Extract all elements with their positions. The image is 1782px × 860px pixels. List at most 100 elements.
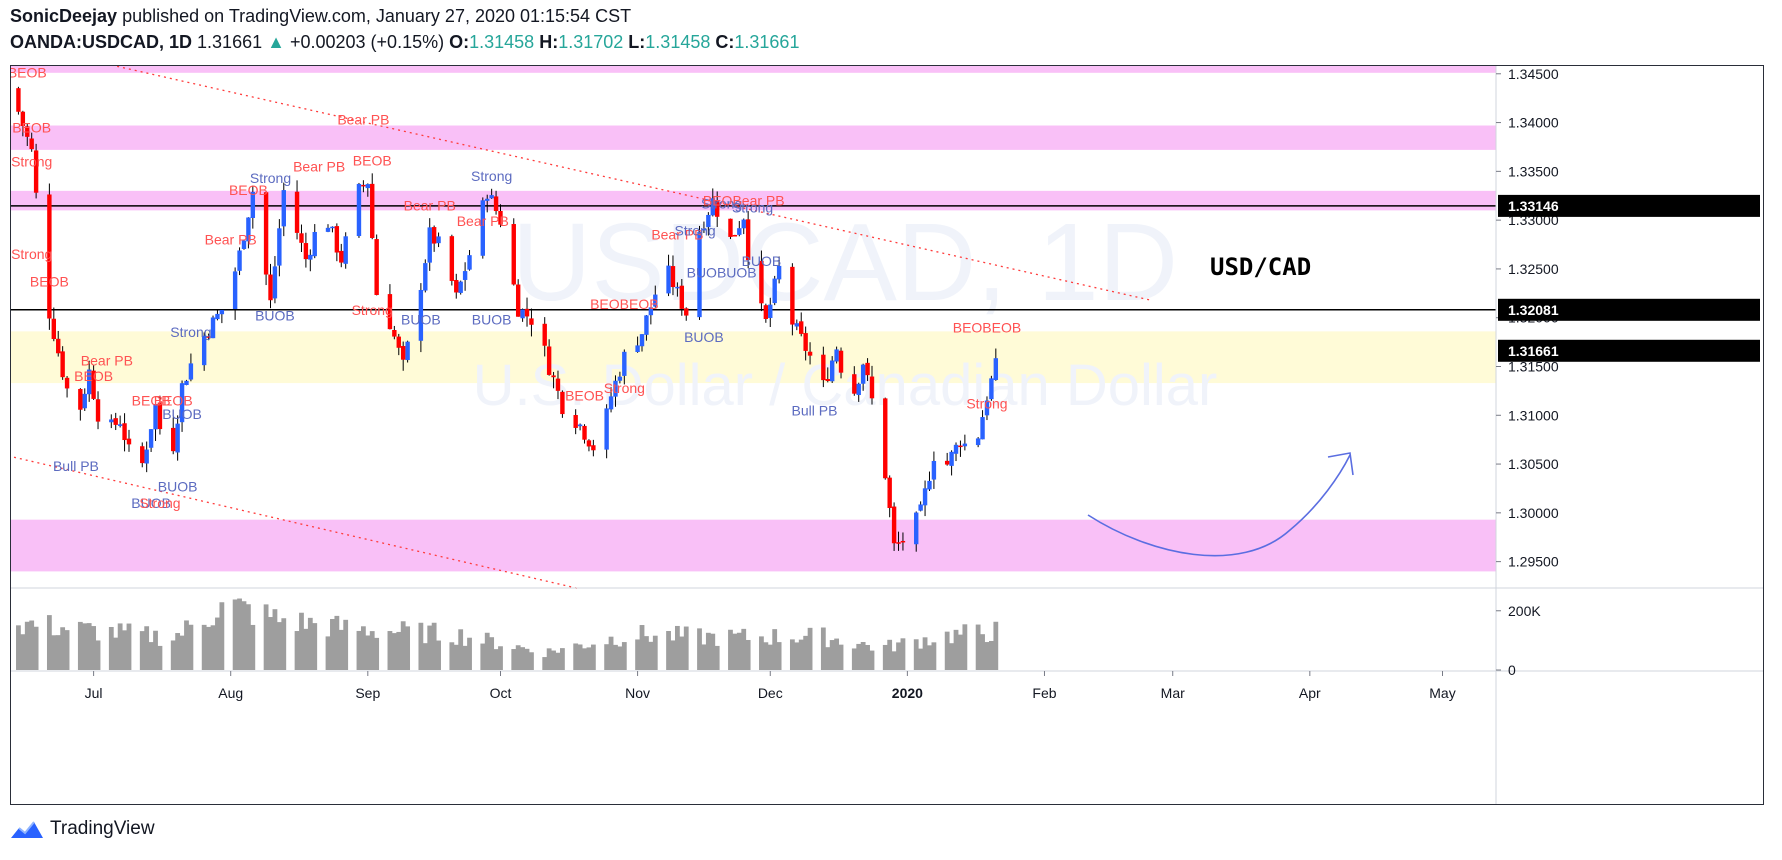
candle-up[interactable]	[984, 400, 990, 416]
candle-down[interactable]	[140, 446, 145, 464]
candle-down[interactable]	[821, 354, 826, 381]
candle-up[interactable]	[834, 349, 839, 362]
candle-down[interactable]	[573, 415, 578, 428]
candle-down[interactable]	[684, 308, 689, 316]
candle-up[interactable]	[153, 404, 158, 430]
candle-up[interactable]	[648, 307, 654, 316]
candle-down[interactable]	[78, 389, 83, 410]
candle-up[interactable]	[653, 294, 658, 307]
candle-up[interactable]	[577, 424, 583, 427]
candle-down[interactable]	[361, 184, 366, 187]
candle-down[interactable]	[515, 284, 521, 317]
candle-down[interactable]	[745, 219, 751, 261]
candle-up[interactable]	[308, 254, 313, 260]
candle-down[interactable]	[339, 250, 344, 263]
candle-up[interactable]	[931, 460, 937, 480]
candle-down[interactable]	[958, 445, 963, 448]
candle-up[interactable]	[666, 265, 671, 294]
candle-down[interactable]	[387, 294, 393, 330]
candle-down[interactable]	[206, 336, 211, 338]
candle-up[interactable]	[697, 231, 702, 318]
candle-up[interactable]	[232, 271, 238, 310]
candle-up[interactable]	[436, 236, 441, 244]
candle-down[interactable]	[555, 378, 561, 391]
candle-down[interactable]	[732, 234, 738, 237]
candle-up[interactable]	[272, 266, 278, 299]
candle-up[interactable]	[418, 289, 424, 341]
candle-up[interactable]	[604, 408, 609, 450]
candle-up[interactable]	[706, 214, 711, 228]
candle-down[interactable]	[303, 243, 309, 260]
candle-up[interactable]	[144, 449, 149, 464]
candle-up[interactable]	[922, 488, 928, 506]
candle-up[interactable]	[343, 236, 348, 264]
candle-down[interactable]	[47, 194, 52, 319]
candle-up[interactable]	[467, 255, 472, 270]
candle-down[interactable]	[400, 346, 406, 360]
candle-up[interactable]	[427, 227, 432, 263]
candle-down[interactable]	[714, 200, 720, 217]
candle-up[interactable]	[953, 444, 959, 454]
candle-down[interactable]	[759, 260, 764, 304]
candle-down[interactable]	[790, 266, 795, 325]
candle-down[interactable]	[582, 425, 587, 440]
author-name[interactable]: SonicDeejay	[10, 6, 118, 26]
candle-down[interactable]	[396, 336, 401, 348]
candle-down[interactable]	[799, 321, 804, 334]
candle-down[interactable]	[29, 138, 34, 150]
candle-up[interactable]	[480, 200, 485, 256]
candle-up[interactable]	[188, 363, 194, 380]
candle-up[interactable]	[117, 424, 123, 426]
candle-up[interactable]	[281, 190, 286, 227]
candle-down[interactable]	[454, 279, 459, 293]
candle-up[interactable]	[237, 250, 242, 271]
price-marker-box[interactable]	[1498, 339, 1760, 362]
candle-down[interactable]	[944, 460, 950, 465]
candle-up[interactable]	[776, 265, 782, 280]
candle-down[interactable]	[334, 226, 340, 253]
candle-down[interactable]	[51, 318, 57, 340]
candle-down[interactable]	[60, 351, 65, 378]
candle-down[interactable]	[122, 423, 127, 441]
candle-up[interactable]	[356, 183, 362, 237]
candle-up[interactable]	[918, 504, 923, 511]
candle-up[interactable]	[423, 263, 428, 291]
candle-up[interactable]	[179, 383, 185, 423]
candle-up[interactable]	[639, 334, 645, 347]
candle-down[interactable]	[825, 378, 830, 382]
candle-up[interactable]	[914, 512, 919, 545]
candle-up[interactable]	[613, 380, 618, 397]
candle-down[interactable]	[511, 224, 516, 285]
candle-down[interactable]	[113, 418, 118, 425]
candle-up[interactable]	[962, 443, 968, 447]
candle-up[interactable]	[458, 281, 463, 293]
candle-down[interactable]	[126, 438, 132, 445]
candle-up[interactable]	[737, 228, 742, 235]
candle-up[interactable]	[701, 228, 707, 231]
candle-down[interactable]	[560, 391, 565, 415]
candle-down[interactable]	[869, 376, 875, 399]
candle-down[interactable]	[803, 333, 808, 351]
candle-up[interactable]	[184, 380, 189, 385]
candle-up[interactable]	[325, 227, 331, 232]
candle-down[interactable]	[838, 350, 844, 373]
chart-canvas[interactable]: USDCAD, 1D U.S. Dollar / Canadian Dollar…	[10, 65, 1764, 805]
candle-down[interactable]	[670, 266, 676, 288]
candle-up[interactable]	[622, 351, 627, 376]
candle-up[interactable]	[109, 419, 114, 423]
candle-down[interactable]	[493, 196, 499, 212]
candle-down[interactable]	[374, 239, 379, 295]
candle-down[interactable]	[591, 445, 596, 451]
candle-down[interactable]	[586, 440, 592, 447]
candle-down[interactable]	[498, 210, 503, 225]
candle-down[interactable]	[56, 338, 61, 354]
candle-down[interactable]	[542, 323, 547, 346]
candle-down[interactable]	[91, 370, 96, 399]
candle-up[interactable]	[148, 429, 154, 448]
candle-down[interactable]	[865, 362, 870, 376]
candle-up[interactable]	[277, 228, 282, 266]
candle-up[interactable]	[250, 191, 256, 218]
candle-up[interactable]	[980, 417, 985, 440]
candle-up[interactable]	[201, 335, 207, 366]
candle-up[interactable]	[856, 383, 861, 396]
